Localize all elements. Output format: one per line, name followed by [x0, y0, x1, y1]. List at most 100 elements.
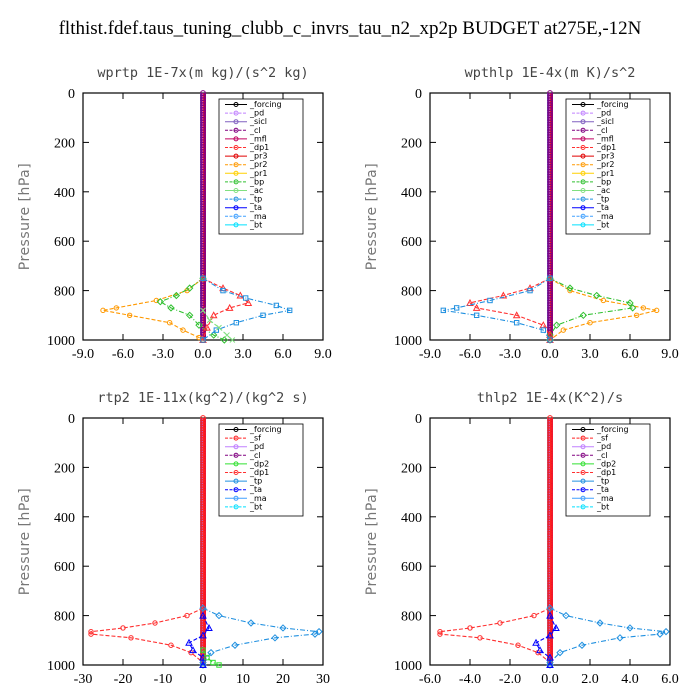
y-tick-label: 400 [54, 186, 75, 201]
data-point [220, 287, 226, 294]
data-point [552, 321, 561, 329]
legend-box [565, 423, 651, 517]
panel-2: wpthlp 1E-4x(m K)/s^2 Pressure [hPa] -9.0 -… [364, 65, 679, 362]
data-point [640, 305, 647, 311]
data-point [215, 611, 223, 620]
data-point [440, 307, 447, 314]
legend-marker [580, 145, 586, 150]
x-tick-label: 0.0 [541, 672, 559, 687]
legend-marker [233, 119, 239, 125]
legend-marker [580, 162, 586, 168]
legend-label: _ma [249, 494, 267, 503]
series-line [549, 277, 657, 341]
data-point [203, 323, 211, 331]
data-point [260, 312, 266, 319]
legend-label: _dp2 [249, 459, 269, 468]
legend-marker [580, 470, 586, 475]
data-point [200, 605, 206, 611]
data-point [167, 304, 175, 312]
y-tick-label: 800 [401, 610, 422, 625]
legend-label: _tp [596, 195, 609, 204]
legend-label: _pd [596, 442, 611, 451]
series-line [549, 277, 634, 340]
y-tick-label: 200 [401, 136, 422, 151]
series-line [443, 277, 551, 341]
legend-marker [580, 461, 586, 467]
legend-marker [580, 487, 586, 493]
legend-marker [580, 427, 586, 432]
legend-marker [233, 504, 239, 510]
legend-marker [233, 444, 239, 450]
y-tick-label: 400 [401, 511, 422, 526]
legend-marker [233, 487, 239, 493]
x-tick-label: 3.0 [581, 347, 599, 362]
legend-label: _pd [596, 109, 611, 118]
data-point [437, 631, 443, 637]
data-point [224, 332, 230, 338]
x-tick-label: -2.0 [499, 672, 521, 687]
x-tick-label: -30 [74, 672, 93, 687]
legend-marker [580, 170, 586, 176]
data-point [204, 654, 210, 661]
data-point [566, 284, 574, 292]
legend-label: _ta [596, 203, 609, 212]
x-tick-label: 10 [236, 672, 250, 687]
legend-label: _pr3 [596, 152, 614, 161]
legend-marker [233, 452, 239, 458]
data-point [172, 291, 181, 300]
legend-marker [233, 213, 239, 219]
legend-marker [233, 435, 239, 441]
data-point [113, 305, 120, 311]
legend-marker [233, 495, 239, 501]
y-axis-label: Pressure [hPa] [364, 163, 380, 270]
data-point [128, 635, 134, 641]
legend-marker [580, 102, 586, 107]
x-tick-label: 0.0 [541, 347, 559, 362]
figure-title: flthist.fdef.taus_tuning_clubb_c_invrs_t… [58, 18, 642, 39]
data-point [185, 638, 193, 646]
legend-label: _tp [596, 477, 609, 486]
legend-marker [580, 435, 586, 441]
legend-marker [580, 119, 586, 125]
y-tick-label: 400 [54, 511, 75, 526]
y-axis-label: Pressure [hPa] [17, 163, 33, 270]
legend-box [218, 423, 304, 517]
x-tick-label: 9.0 [314, 347, 332, 362]
legend-marker [580, 110, 586, 116]
data-point [626, 624, 634, 632]
y-axis-label: Pressure [hPa] [17, 488, 33, 595]
data-point [487, 297, 493, 304]
data-point [662, 627, 670, 636]
y-tick-label: 0 [415, 87, 422, 102]
legend-marker [233, 222, 239, 228]
data-point [166, 320, 173, 326]
legend-marker [580, 153, 586, 159]
data-point [515, 642, 521, 648]
legend-marker [580, 495, 586, 501]
legend-marker [233, 478, 239, 484]
legend-label: _forcing [249, 425, 282, 434]
legend-label: _bt [249, 502, 262, 511]
data-point [578, 641, 586, 649]
legend-label: _ta [249, 485, 262, 494]
x-tick-label: -9.0 [72, 347, 94, 362]
legend-marker [580, 136, 586, 142]
data-point [180, 327, 186, 333]
legend-label: _dp1 [596, 143, 616, 152]
x-tick-label: -6.0 [419, 672, 441, 687]
data-point [231, 641, 239, 649]
y-tick-label: 200 [54, 136, 75, 151]
legend-label: _forcing [596, 100, 629, 109]
data-point [233, 320, 240, 326]
y-tick-label: 1000 [47, 334, 75, 349]
data-point [209, 311, 218, 319]
y-tick-label: 600 [54, 235, 75, 250]
panel-1: wprtp 1E-7x(m kg)/(s^2 kg) Pressure [hPa]… [17, 65, 332, 362]
legend-marker [233, 188, 239, 193]
legend-label: _ta [596, 485, 609, 494]
x-tick-label: 6.0 [621, 347, 639, 362]
data-point [247, 619, 255, 627]
data-point [195, 321, 203, 329]
series-line [549, 607, 667, 665]
legend-label: _pr2 [249, 160, 267, 169]
